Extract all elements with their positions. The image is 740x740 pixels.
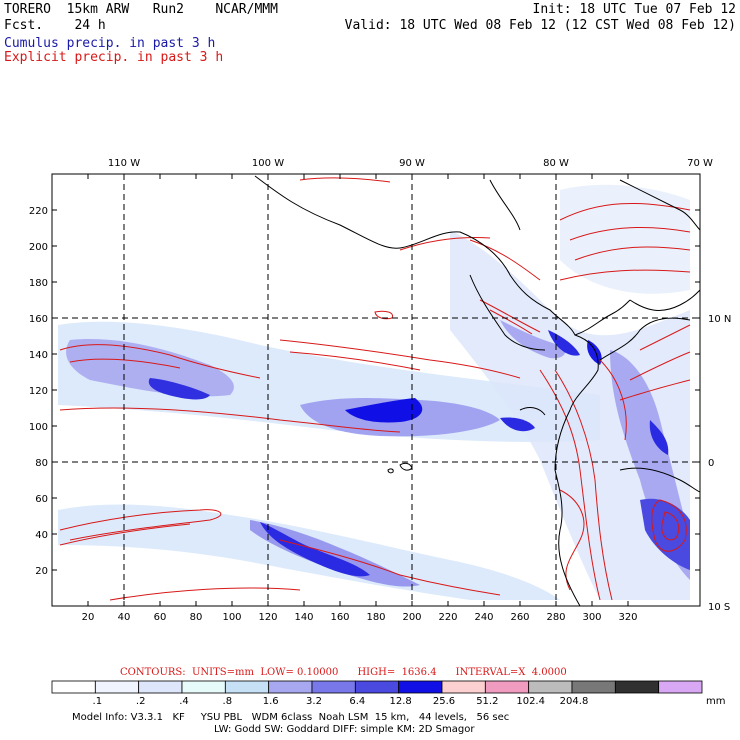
model-info: Model Info: V3.3.1 KF YSU PBL WDM 6class…	[72, 712, 510, 723]
colorbar-swatch	[484, 680, 530, 694]
colorbar-label: 51.2	[476, 696, 498, 707]
colorbar-label: 12.8	[390, 696, 412, 707]
colorbar-swatch	[181, 680, 226, 694]
colorbar-unit: mm	[706, 696, 725, 707]
y-tick-label: 100	[29, 422, 48, 433]
x-tick-label: 200	[402, 612, 421, 623]
latitude-label: 10 N	[708, 314, 731, 325]
longitude-label: 70 W	[687, 158, 713, 169]
colorbar-swatch	[138, 680, 183, 694]
colorbar-label: .8	[223, 696, 233, 707]
colorbar-swatch	[224, 680, 270, 694]
colorbar-label: 6.4	[349, 696, 365, 707]
x-axis-ticks: 20 40 60 80 100 120 140 160 180 200 220 240 260 280 30…	[82, 174, 638, 623]
explicit-precip-contours	[59, 177, 691, 601]
x-tick-label: 240	[474, 612, 493, 623]
x-tick-label: 220	[438, 612, 457, 623]
longitude-label: 90 W	[399, 158, 425, 169]
coastlines	[254, 175, 700, 606]
colorbar-label: 25.6	[433, 696, 455, 707]
colorbar-label: 1.6	[263, 696, 279, 707]
y-tick-label: 200	[29, 242, 48, 253]
colorbar-swatch	[51, 680, 96, 694]
x-tick-label: 20	[82, 612, 95, 623]
colorbar-label: .2	[136, 696, 146, 707]
x-tick-label: 100	[222, 612, 241, 623]
x-tick-label: 60	[154, 612, 167, 623]
colorbar-label: 102.4	[516, 696, 545, 707]
colorbar-label: 3.2	[306, 696, 322, 707]
y-tick-label: 60	[35, 494, 48, 505]
header-init: Init: 18 UTC Tue 07 Feb 12	[532, 2, 737, 17]
y-tick-label: 160	[29, 314, 48, 325]
y-axis-ticks: 220 200 180 160 140 120 100 80 60 40 20	[29, 206, 700, 577]
grid-lines	[52, 174, 700, 606]
colorbar-swatch	[614, 680, 660, 694]
contours-info: CONTOURS: UNITS=mm LOW= 0.10000 HIGH= 16…	[120, 667, 567, 678]
colorbar-swatch	[94, 680, 140, 694]
y-tick-label: 40	[35, 530, 48, 541]
x-tick-label: 40	[118, 612, 131, 623]
header-valid: Valid: 18 UTC Wed 08 Feb 12 (12 CST Wed …	[344, 18, 736, 33]
y-tick-label: 120	[29, 386, 48, 397]
x-tick-label: 300	[582, 612, 601, 623]
x-tick-label: 320	[618, 612, 637, 623]
header-left-line1: TORERO 15km ARW Run2 NCAR/MMM	[4, 2, 278, 17]
colorbar-swatch	[354, 680, 400, 694]
field-cumulus-label: Cumulus precip. in past 3 h	[4, 36, 216, 51]
colorbar-swatch	[571, 680, 616, 694]
x-tick-label: 280	[546, 612, 565, 623]
colorbar-swatch	[311, 680, 356, 694]
longitude-labels: 110 W 100 W 90 W 80 W 70 W	[108, 158, 713, 169]
latitude-label: 0	[708, 458, 714, 469]
colorbar-label: 204.8	[560, 696, 589, 707]
colorbar-label: .1	[93, 696, 103, 707]
header-left-line2: Fcst. 24 h	[4, 18, 106, 33]
y-tick-label: 20	[35, 566, 48, 577]
x-tick-label: 80	[190, 612, 203, 623]
x-tick-label: 260	[510, 612, 529, 623]
physics-info: LW: Godd SW: Goddard DIFF: simple KM: 2D…	[214, 724, 475, 735]
colorbar-swatch	[441, 680, 486, 694]
y-tick-label: 220	[29, 206, 48, 217]
longitude-label: 110 W	[108, 158, 140, 169]
y-tick-label: 180	[29, 278, 48, 289]
x-tick-label: 160	[330, 612, 349, 623]
y-tick-label: 140	[29, 350, 48, 361]
colorbar-swatch	[658, 680, 703, 694]
longitude-label: 100 W	[252, 158, 284, 169]
latitude-label: 10 S	[708, 602, 730, 613]
colorbar-swatch	[268, 680, 313, 694]
field-explicit-label: Explicit precip. in past 3 h	[4, 50, 224, 65]
x-tick-label: 180	[366, 612, 385, 623]
longitude-label: 80 W	[543, 158, 569, 169]
x-tick-label: 120	[258, 612, 277, 623]
latitude-labels: 10 N 0 10 S	[708, 314, 731, 613]
colorbar-label: .4	[179, 696, 189, 707]
x-tick-label: 140	[294, 612, 313, 623]
colorbar: .1 .2 .4 .8 1.6 3.2 6.4 12.8 25.6 51.2 102.4 204.8 m…	[51, 680, 725, 707]
y-tick-label: 80	[35, 458, 48, 469]
colorbar-swatch	[528, 680, 573, 694]
colorbar-swatch	[398, 680, 443, 694]
cumulus-precip-shading	[58, 184, 690, 600]
